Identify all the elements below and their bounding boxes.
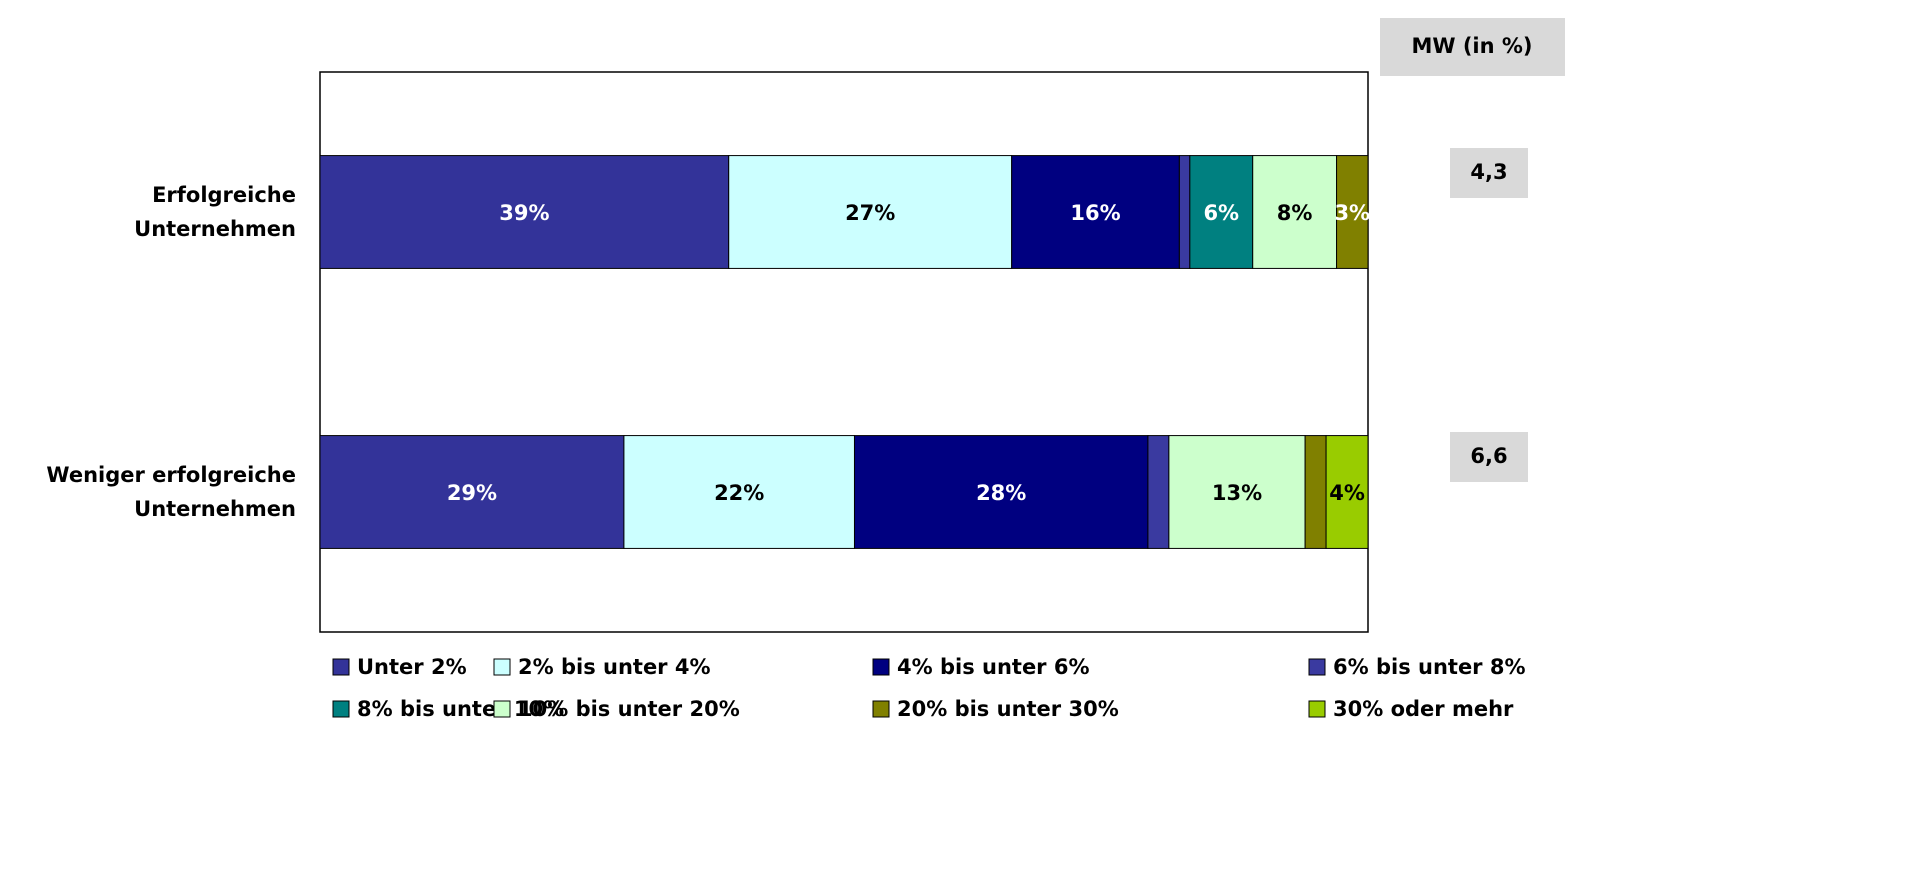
bar-segment (728, 155, 1013, 269)
legend-label: 4% bis unter 6% (897, 655, 1090, 679)
legend-swatch (1308, 658, 1326, 676)
value-label: 6% (1203, 201, 1239, 225)
legend-label: 6% bis unter 8% (1333, 655, 1526, 679)
value-label: 22% (714, 481, 764, 505)
bar-segment (319, 435, 625, 549)
legend-label: 8% bis unter 10% (357, 697, 564, 721)
legend-swatch (872, 658, 890, 676)
mean-header-box (1380, 18, 1565, 76)
value-label: 8% (1277, 201, 1313, 225)
value-label: 28% (976, 481, 1026, 505)
bar-segment (1304, 435, 1327, 549)
mean-header: MW (in %) (1411, 34, 1532, 58)
bar-segment (1325, 435, 1369, 549)
mean-label: 4,3 (1470, 160, 1507, 184)
value-label: 39% (499, 201, 549, 225)
mean-box (1450, 148, 1528, 198)
value-label: 29% (447, 481, 497, 505)
value-label: 3% (1334, 201, 1370, 225)
bar-segment (1178, 155, 1191, 269)
legend-swatch (1308, 700, 1326, 718)
category-label: Erfolgreiche Unternehmen (134, 183, 296, 241)
legend-swatch (332, 700, 350, 718)
legend-label: Unter 2% (357, 655, 467, 679)
bar-segment (1252, 155, 1338, 269)
bar-segment (1168, 435, 1306, 549)
legend-label: 20% bis unter 30% (897, 697, 1119, 721)
legend-label: 2% bis unter 4% (518, 655, 711, 679)
bar-segment (1147, 435, 1170, 549)
value-label: 4% (1329, 481, 1365, 505)
value-label: 27% (845, 201, 895, 225)
bar-segment (1189, 155, 1254, 269)
bar-segment (853, 435, 1149, 549)
legend-swatch (493, 658, 511, 676)
legend-swatch (493, 700, 511, 718)
bar-segment (623, 435, 855, 549)
legend-label: 30% oder mehr (1333, 697, 1514, 721)
bar-segment (1336, 155, 1369, 269)
value-label: 13% (1212, 481, 1262, 505)
legend-swatch (332, 658, 350, 676)
category-label: Weniger erfolgreiche Unternehmen (46, 463, 296, 521)
value-label: 16% (1070, 201, 1120, 225)
mean-label: 6,6 (1470, 444, 1507, 468)
mean-box (1450, 432, 1528, 482)
bar-segment (1011, 155, 1180, 269)
bar-segment (319, 155, 730, 269)
legend-swatch (872, 700, 890, 718)
legend-label: 10% bis unter 20% (518, 697, 740, 721)
